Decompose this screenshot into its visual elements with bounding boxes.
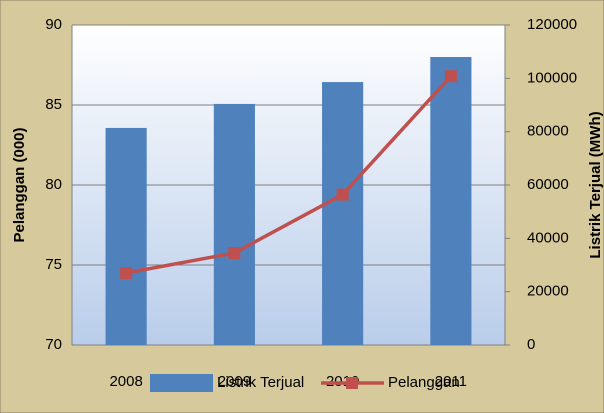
y-tick-label: 90	[45, 16, 62, 33]
y2-tick-label: 0	[527, 336, 535, 353]
y2-tick-label: 120000	[527, 16, 577, 33]
y2-tick-label: 20000	[527, 283, 569, 300]
y-tick-label: 85	[45, 96, 62, 113]
y2-tick-label: 60000	[527, 176, 569, 193]
bar	[105, 127, 147, 345]
x-tick-label: 2008	[109, 373, 142, 390]
x-tick-label: 2009	[218, 373, 251, 390]
bar	[430, 57, 472, 345]
marker	[336, 188, 349, 201]
y-tick-label: 80	[45, 176, 62, 193]
bar	[322, 82, 364, 346]
y2-tick-label: 40000	[527, 229, 569, 246]
legend-swatch	[346, 377, 358, 389]
y-tick-label: 75	[45, 256, 62, 273]
y-axis-title: Pelanggan (000)	[11, 127, 28, 242]
x-tick-label: 2011	[435, 373, 467, 390]
line	[125, 75, 453, 275]
legend-label: Listrik Terjual	[217, 374, 304, 391]
legend-swatch	[150, 374, 213, 392]
y-tick-label: 70	[45, 336, 62, 353]
y2-tick-label: 100000	[527, 69, 577, 86]
bar	[213, 103, 255, 345]
marker	[444, 70, 457, 83]
marker	[228, 247, 241, 259]
legend-label: Pelanggan	[388, 374, 460, 391]
y2-tick-label: 80000	[527, 123, 569, 140]
y2-axis-title: Listrik Terjual (MWh)	[587, 111, 604, 258]
marker	[120, 267, 133, 279]
